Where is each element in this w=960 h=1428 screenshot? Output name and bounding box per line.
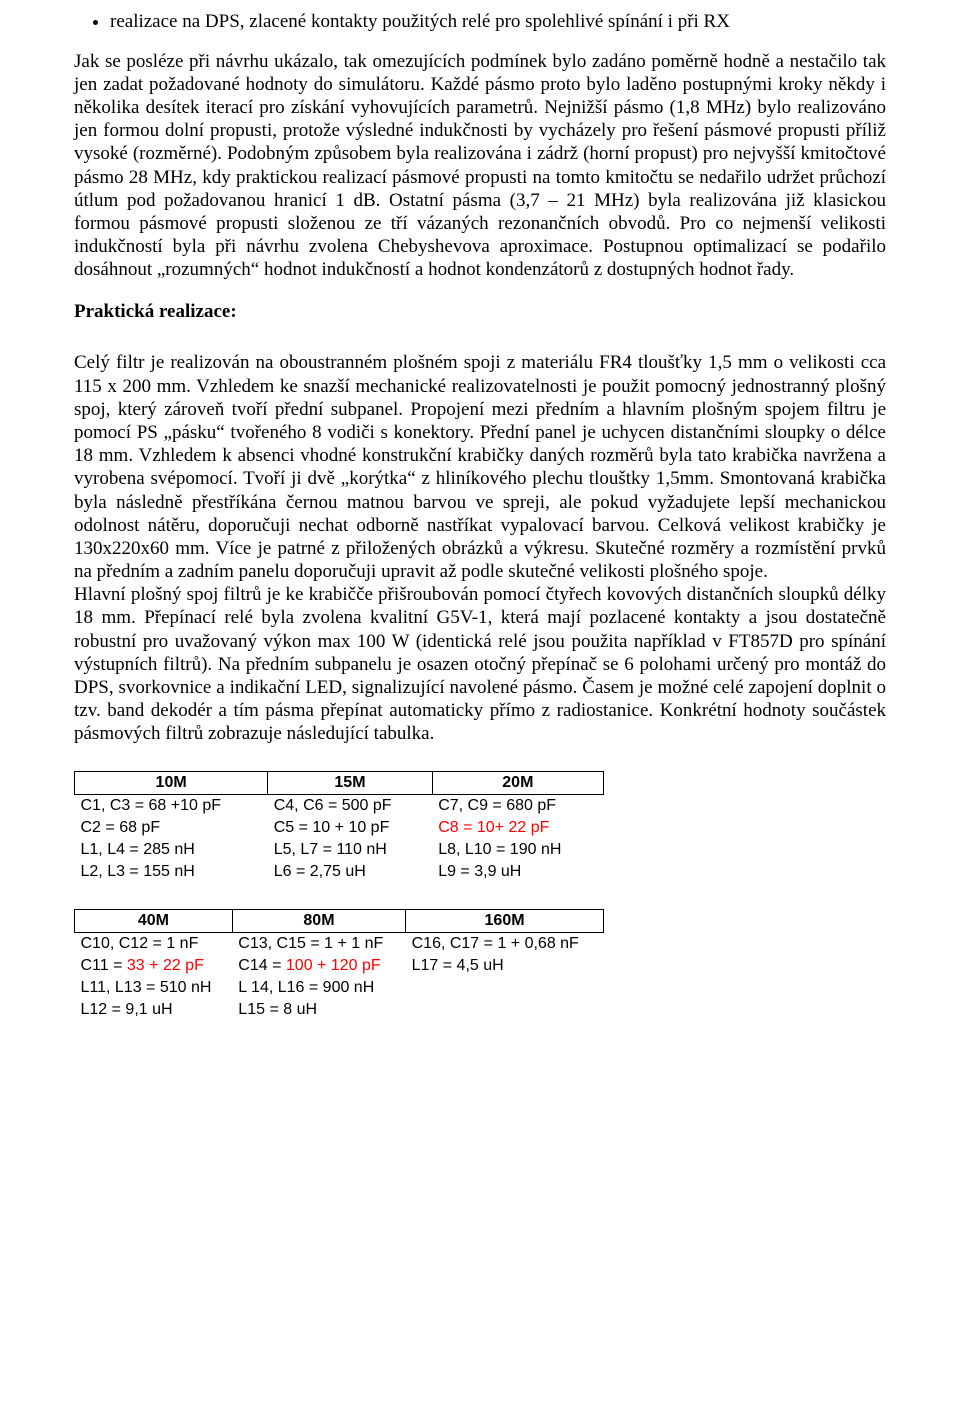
table-row: C10, C12 = 1 nFC13, C15 = 1 + 1 nFC16, C… <box>75 933 604 956</box>
table-row: L2, L3 = 155 nHL6 = 2,75 uHL9 = 3,9 uH <box>75 861 604 883</box>
table-cell <box>406 999 604 1021</box>
table-body: C10, C12 = 1 nFC13, C15 = 1 + 1 nFC16, C… <box>75 933 604 1022</box>
col-header: 80M <box>232 910 405 933</box>
paragraph-realization-b: Hlavní plošný spoj filtrů je ke krabičče… <box>74 583 886 745</box>
table-body: C1, C3 = 68 +10 pFC4, C6 = 500 pFC7, C9 … <box>75 795 604 884</box>
col-header: 20M <box>432 772 603 795</box>
table-cell: C14 = 100 + 120 pF <box>232 955 405 977</box>
table-cell <box>406 977 604 999</box>
table-cell: L9 = 3,9 uH <box>432 861 603 883</box>
table-cell: C1, C3 = 68 +10 pF <box>75 795 268 818</box>
components-table-2: 40M 80M 160M C10, C12 = 1 nFC13, C15 = 1… <box>74 909 604 1021</box>
table-cell: C2 = 68 pF <box>75 817 268 839</box>
table-cell: C4, C6 = 500 pF <box>268 795 432 818</box>
table-cell: C11 = 33 + 22 pF <box>75 955 233 977</box>
table-row: C2 = 68 pFC5 = 10 + 10 pFC8 = 10+ 22 pF <box>75 817 604 839</box>
table-cell: C8 = 10+ 22 pF <box>432 817 603 839</box>
components-table-1: 10M 15M 20M C1, C3 = 68 +10 pFC4, C6 = 5… <box>74 771 604 883</box>
col-header: 160M <box>406 910 604 933</box>
table-cell: C16, C17 = 1 + 0,68 nF <box>406 933 604 956</box>
col-header: 40M <box>75 910 233 933</box>
table-cell: L15 = 8 uH <box>232 999 405 1021</box>
table-cell: L 14, L16 = 900 nH <box>232 977 405 999</box>
table-header-row: 40M 80M 160M <box>75 910 604 933</box>
table-cell: L2, L3 = 155 nH <box>75 861 268 883</box>
table-row: L12 = 9,1 uHL15 = 8 uH <box>75 999 604 1021</box>
document-page: realizace na DPS, zlacené kontakty použi… <box>0 0 960 1428</box>
table-row: C11 = 33 + 22 pFC14 = 100 + 120 pFL17 = … <box>75 955 604 977</box>
paragraph-intro: Jak se posléze při návrhu ukázalo, tak o… <box>74 50 886 282</box>
table-cell: L11, L13 = 510 nH <box>75 977 233 999</box>
table-cell: C5 = 10 + 10 pF <box>268 817 432 839</box>
bullet-list: realizace na DPS, zlacené kontakty použi… <box>74 10 886 34</box>
col-header: 10M <box>75 772 268 795</box>
table-row: L1, L4 = 285 nHL5, L7 = 110 nHL8, L10 = … <box>75 839 604 861</box>
table-cell: L6 = 2,75 uH <box>268 861 432 883</box>
table-header-row: 10M 15M 20M <box>75 772 604 795</box>
col-header: 15M <box>268 772 432 795</box>
table-cell: L1, L4 = 285 nH <box>75 839 268 861</box>
table-row: L11, L13 = 510 nHL 14, L16 = 900 nH <box>75 977 604 999</box>
table-cell: L8, L10 = 190 nH <box>432 839 603 861</box>
table-cell: L5, L7 = 110 nH <box>268 839 432 861</box>
paragraph-realization-a: Celý filtr je realizován na oboustranném… <box>74 351 886 583</box>
table-cell: L17 = 4,5 uH <box>406 955 604 977</box>
table-cell: C13, C15 = 1 + 1 nF <box>232 933 405 956</box>
table-cell: L12 = 9,1 uH <box>75 999 233 1021</box>
section-heading: Praktická realizace: <box>74 301 886 323</box>
table-cell: C7, C9 = 680 pF <box>432 795 603 818</box>
table-cell: C10, C12 = 1 nF <box>75 933 233 956</box>
bullet-item: realizace na DPS, zlacené kontakty použi… <box>110 10 886 34</box>
table-row: C1, C3 = 68 +10 pFC4, C6 = 500 pFC7, C9 … <box>75 795 604 818</box>
